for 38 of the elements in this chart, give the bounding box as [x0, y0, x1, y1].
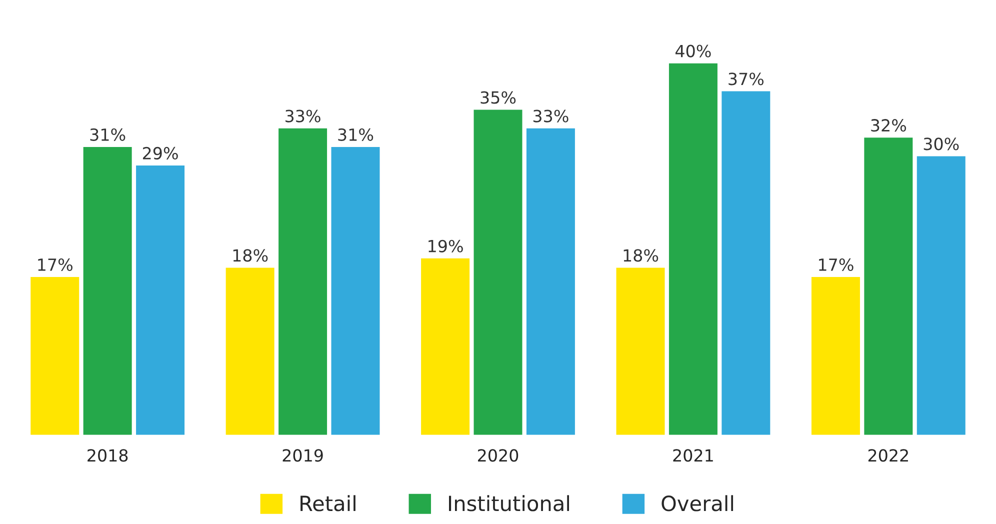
bar [864, 138, 913, 435]
x-tick-label: 2022 [868, 449, 908, 462]
bar [30, 277, 80, 435]
bar [722, 91, 770, 435]
x-tick-label: 2018 [88, 449, 128, 462]
bar [136, 166, 185, 435]
x-tick-label: 2021 [673, 449, 713, 462]
data-label: 35% [480, 91, 516, 104]
data-label: 19% [428, 240, 463, 252]
bar [278, 128, 328, 435]
data-label: 31% [338, 128, 374, 141]
data-label: 29% [142, 146, 178, 160]
data-label: 33% [286, 110, 320, 122]
bar [474, 110, 522, 435]
legend-label: Institutional [449, 495, 569, 512]
data-label: 33% [533, 110, 568, 122]
bar [526, 128, 575, 435]
bar [226, 268, 274, 435]
x-tick-label: 2020 [478, 449, 518, 462]
data-label: 40% [676, 44, 711, 58]
bar [811, 277, 860, 435]
data-label: 17% [819, 258, 854, 271]
data-label: 18% [233, 249, 268, 262]
bar [916, 156, 966, 435]
bar [331, 146, 380, 435]
bar [421, 258, 470, 435]
data-label: 30% [924, 138, 959, 150]
legend-label: Overall [662, 495, 734, 512]
data-label: 18% [624, 249, 658, 262]
data-label: 31% [90, 128, 126, 141]
data-label: 37% [728, 72, 764, 86]
bar [616, 268, 665, 435]
bar [668, 63, 718, 435]
x-tick-label: 2019 [282, 449, 323, 462]
data-label: 17% [38, 258, 72, 271]
legend-label: Retail [300, 495, 356, 512]
bar [83, 146, 132, 435]
data-label: 32% [871, 119, 906, 132]
